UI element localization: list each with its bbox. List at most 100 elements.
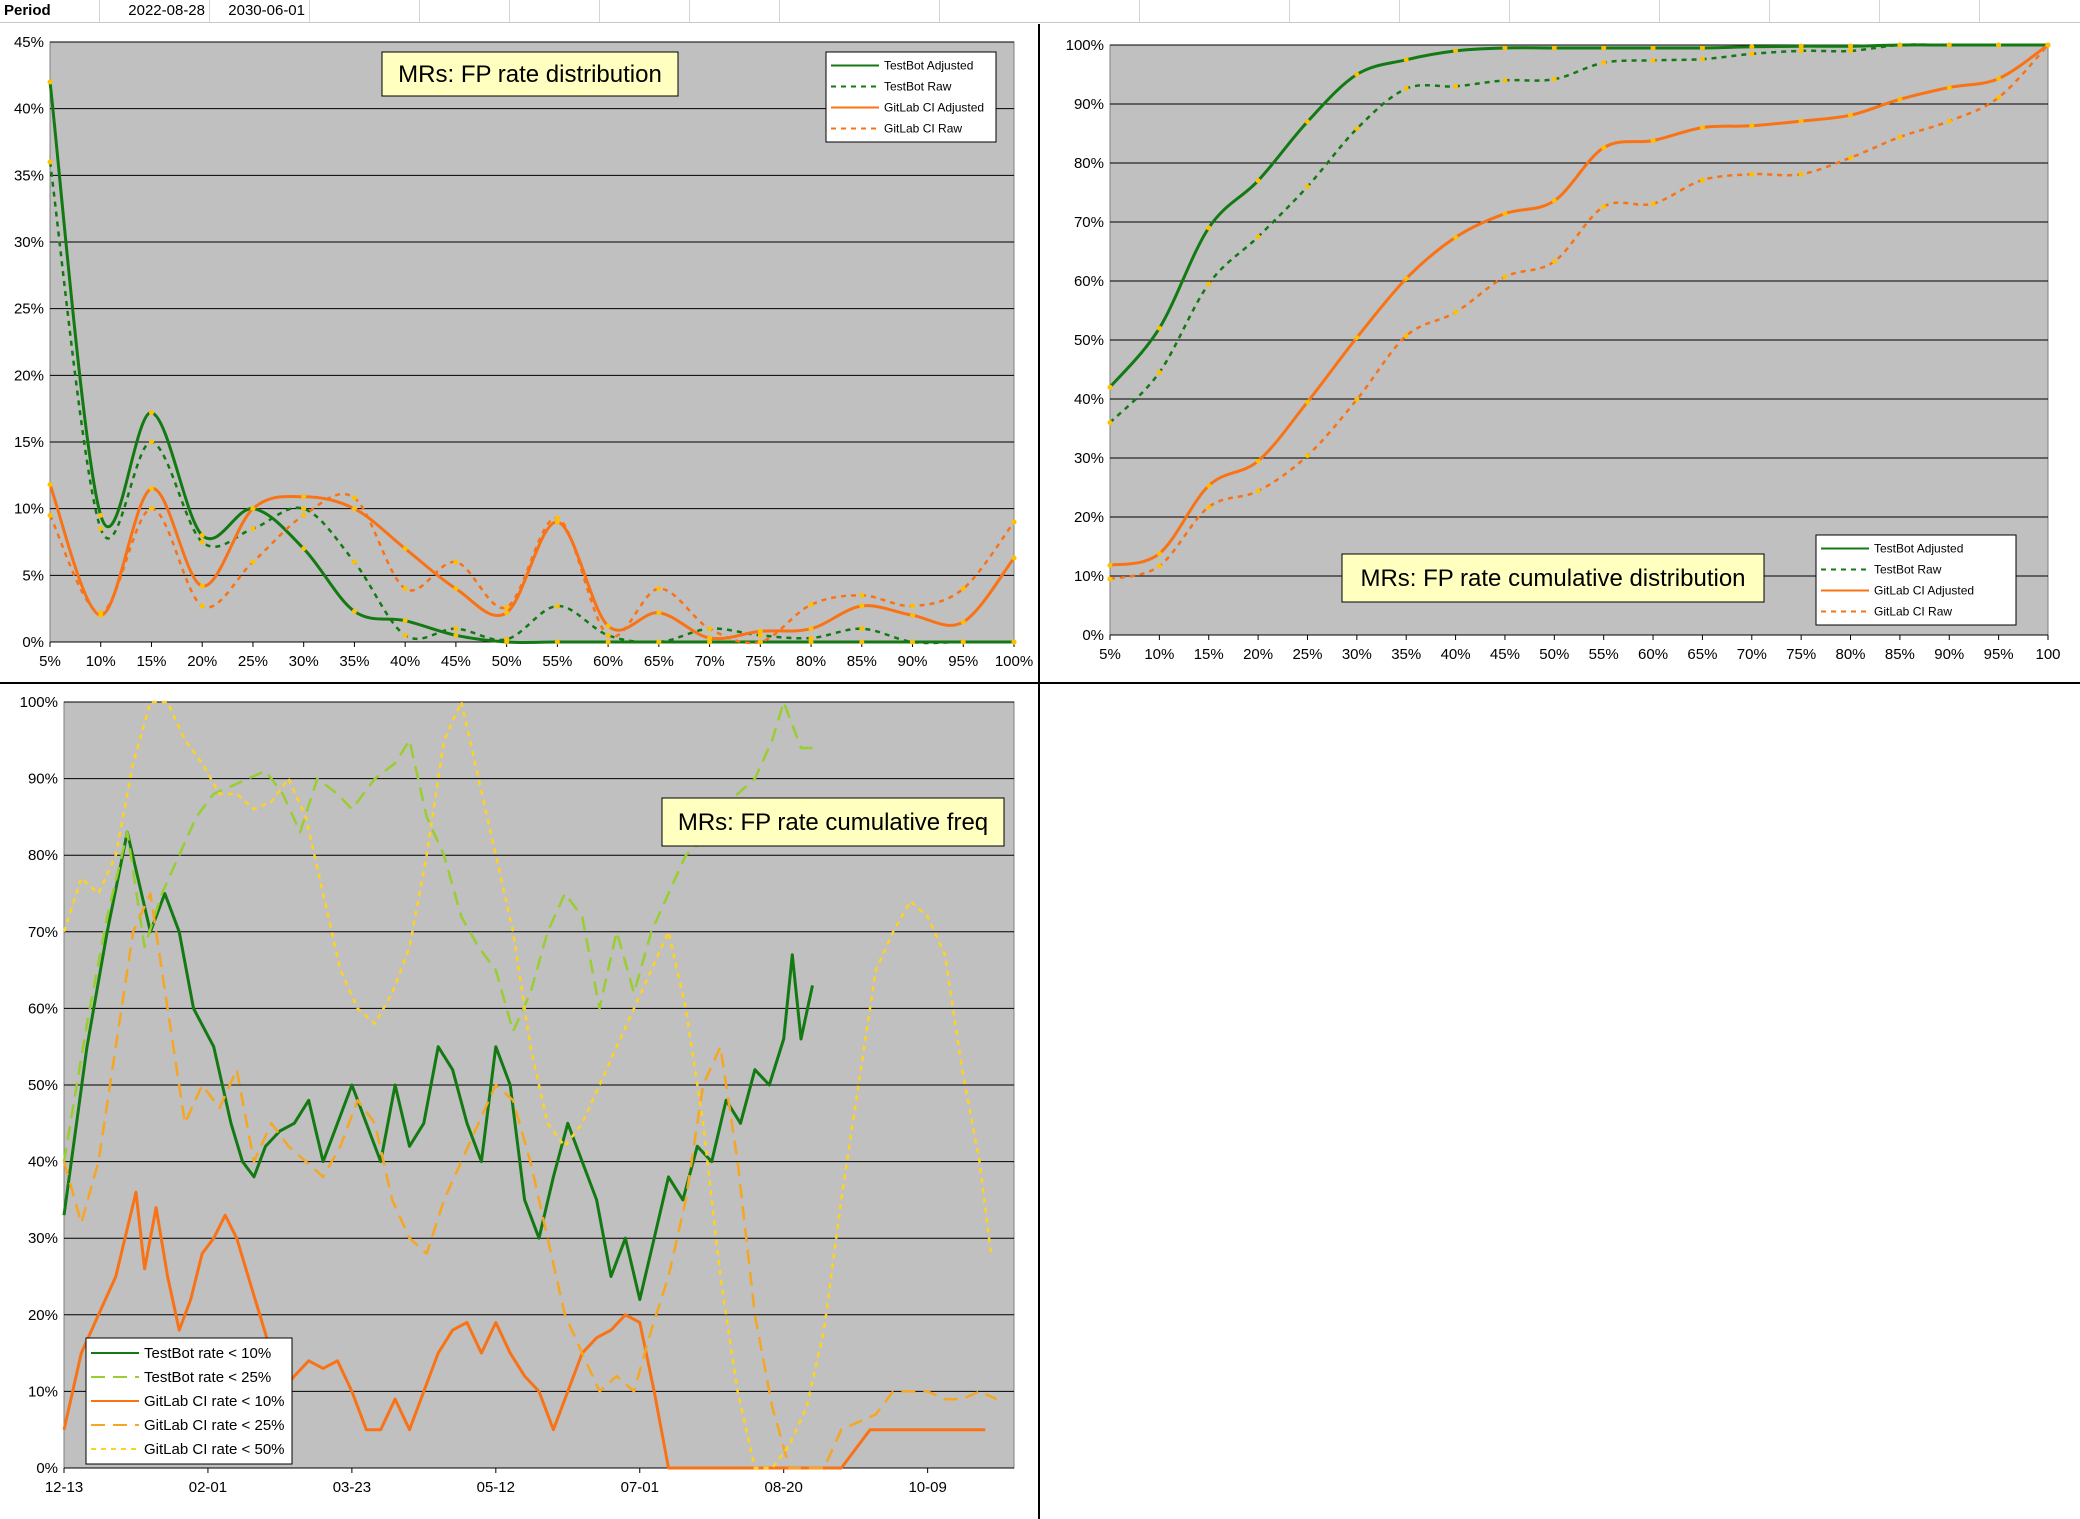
legend-label: GitLab CI rate < 10% [144, 1393, 285, 1410]
legend-label: TestBot Raw [884, 80, 952, 94]
data-point [351, 495, 357, 501]
x-tick-label: 10% [86, 653, 116, 670]
x-tick-label: 80% [796, 653, 826, 670]
data-point [453, 626, 459, 632]
fp-distribution-chart[interactable]: 0% 5% 10% 15% 20% 25% 30% 35% 40% 45% 5% 10% 15% 20% 2… [0, 24, 1038, 682]
x-tick-label: 55% [542, 653, 572, 670]
y-tick-label: 50% [28, 1077, 58, 1094]
series-line-3 [62, 1190, 986, 1470]
data-point [1206, 504, 1212, 510]
data-point [1304, 399, 1310, 405]
data-point [199, 603, 205, 609]
x-tick-label: 40% [390, 653, 420, 670]
period-bar: Period 2022-08-28 2030-06-01 [0, 0, 2080, 23]
legend-label: TestBot rate < 25% [144, 1369, 271, 1386]
data-point [757, 632, 763, 638]
legend-label: TestBot Raw [1874, 563, 1942, 577]
x-tick-label: 35% [1391, 646, 1421, 663]
x-tick-label: 100 [2035, 646, 2060, 663]
data-point [301, 546, 307, 552]
data-point [1354, 335, 1360, 341]
chart-title-box [661, 797, 1005, 847]
fp-cumulative-chart[interactable]: 0% 10% 20% 30% 40% 50% 60% 70% 80% 90% 100% 5% 10% 15… [1040, 24, 2080, 682]
sheet-cell[interactable] [1400, 0, 1510, 22]
x-tick-label: 15% [1194, 646, 1224, 663]
data-point [301, 494, 307, 500]
data-point [1403, 86, 1409, 92]
data-point [1946, 118, 1952, 124]
data-point [1699, 45, 1705, 51]
sheet-cell[interactable] [1660, 0, 1770, 22]
sheet-cell[interactable] [780, 0, 940, 22]
data-point [351, 559, 357, 565]
data-point [148, 486, 154, 492]
data-point [453, 632, 459, 638]
data-point [1848, 112, 1854, 118]
y-tick-label: 45% [14, 34, 44, 51]
sheet-cell[interactable] [1510, 0, 1660, 22]
data-point [1650, 45, 1656, 51]
sheet-cell[interactable] [1140, 0, 1290, 22]
data-point [1011, 639, 1017, 645]
data-point [808, 602, 814, 608]
sheet-cell[interactable] [1880, 0, 1980, 22]
data-point [859, 603, 865, 609]
data-point [1107, 576, 1113, 582]
legend-box [1815, 534, 2017, 626]
data-point [1601, 45, 1607, 51]
fp-cumulative-freq-chart[interactable]: 0% 10% 20% 30% 40% 50% 60% 70% 80% 90% 100% 12-13 02… [0, 684, 1038, 1519]
data-point [504, 604, 510, 610]
x-tick-label: 45% [441, 653, 471, 670]
data-point [1650, 138, 1656, 144]
data-point [199, 583, 205, 589]
sheet-cell[interactable] [600, 0, 690, 22]
data-point [808, 639, 814, 645]
data-point [199, 532, 205, 538]
sheet-cell[interactable] [310, 0, 420, 22]
sheet-cell[interactable] [690, 0, 780, 22]
data-point [1453, 83, 1459, 89]
data-point [504, 636, 510, 642]
data-point [656, 610, 662, 616]
chart-title: MRs: FP rate cumulative distribution [1360, 565, 1745, 592]
data-point [47, 159, 53, 165]
y-tick-label: 25% [14, 301, 44, 318]
period-label: Period [0, 0, 100, 22]
sheet-cell[interactable] [510, 0, 600, 22]
sheet-cell[interactable] [940, 0, 1140, 22]
x-tick-label: 100% [995, 653, 1033, 670]
data-point [910, 639, 916, 645]
x-tick-label: 85% [1885, 646, 1915, 663]
sheet-cell[interactable] [420, 0, 510, 22]
y-tick-label: 10% [1074, 568, 1104, 585]
data-point [250, 559, 256, 565]
legend-label: GitLab CI Raw [1874, 605, 1952, 619]
period-start[interactable]: 2022-08-28 [100, 0, 210, 22]
data-point [1946, 42, 1952, 48]
data-point [402, 632, 408, 638]
data-point [1403, 57, 1409, 63]
y-tick-label: 40% [14, 101, 44, 118]
y-tick-label: 70% [28, 924, 58, 941]
legend-label: GitLab CI Adjusted [884, 101, 984, 115]
data-point [1502, 274, 1508, 280]
data-point [98, 512, 104, 518]
period-end[interactable]: 2030-06-01 [210, 0, 310, 22]
y-tick-label: 35% [14, 167, 44, 184]
y-tick-label: 100% [20, 694, 58, 711]
y-tick-label: 30% [28, 1230, 58, 1247]
sheet-cell[interactable] [1290, 0, 1400, 22]
sheet-cell[interactable] [1980, 0, 2080, 22]
legend-label: TestBot rate < 10% [144, 1345, 271, 1362]
data-point [960, 639, 966, 645]
data-point [1749, 171, 1755, 177]
data-point [1206, 225, 1212, 231]
data-point [554, 515, 560, 521]
data-point [707, 639, 713, 645]
x-tick-label: 5% [1099, 646, 1121, 663]
sheet-cell[interactable] [1770, 0, 1880, 22]
y-tick-label: 30% [14, 234, 44, 251]
data-point [1897, 96, 1903, 102]
fp-cumulative-svg: 0% 10% 20% 30% 40% 50% 60% 70% 80% 90% 100% 5% 10% 15… [1066, 37, 2061, 663]
data-point [1255, 458, 1261, 464]
